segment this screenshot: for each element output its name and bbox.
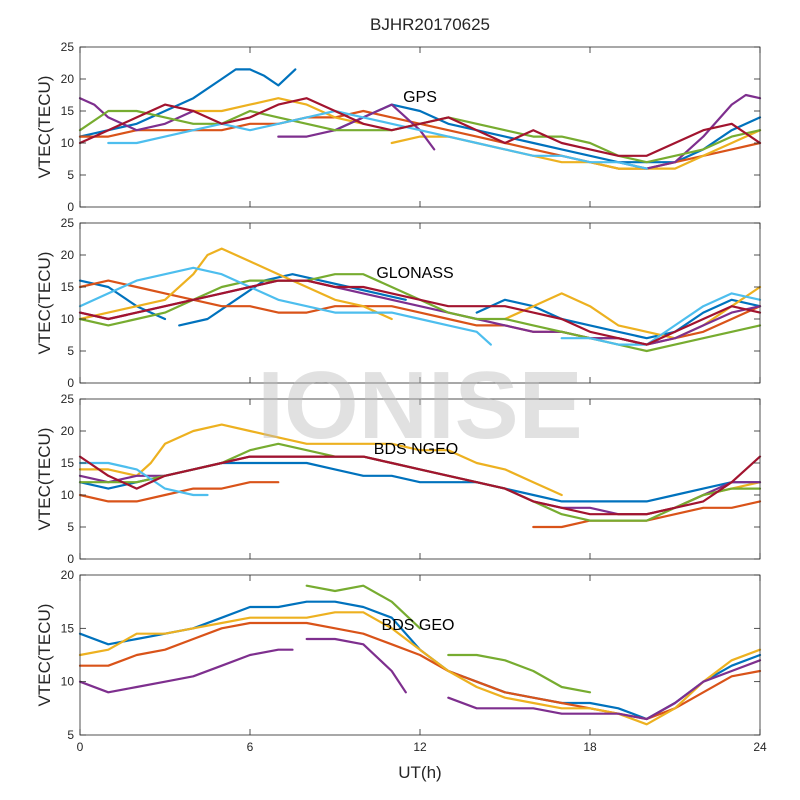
panel-1: 0 5 10 15 20 25 VTEC(TECU) GPS	[35, 40, 762, 214]
y-axis-label: VTEC(TECU)	[35, 252, 54, 355]
y-tick-label: 20	[61, 424, 75, 438]
panel-annotation: BDS GEO	[382, 617, 455, 634]
y-tick-label: 10	[61, 488, 75, 502]
series-line-10	[107, 109, 648, 170]
series-line-10	[560, 292, 762, 346]
plot-area	[80, 47, 760, 207]
y-tick-label: 15	[61, 621, 75, 635]
y-tick-label: 0	[67, 200, 74, 214]
series-line-4	[192, 97, 365, 125]
y-tick-label: 25	[61, 40, 75, 54]
series-line-9	[78, 455, 762, 516]
y-tick-label: 15	[61, 456, 75, 470]
series-line-9	[78, 266, 492, 346]
y-tick-label: 25	[61, 216, 75, 230]
panel-3: 0 5 10 15 20 25 VTEC(TECU) BDS NGEO	[35, 392, 762, 566]
y-tick-label: 25	[61, 392, 75, 406]
panel-2: 0 5 10 15 20 25 VTEC(TECU) GLONASS	[35, 216, 762, 390]
y-tick-label: 5	[67, 728, 74, 742]
series-line-11	[78, 279, 762, 346]
panel-annotation: BDS NGEO	[374, 441, 458, 458]
y-tick-label: 10	[61, 675, 75, 689]
series-line-4	[78, 648, 294, 694]
x-tick-label: 24	[753, 740, 767, 754]
y-tick-label: 0	[67, 552, 74, 566]
x-tick-label: 12	[413, 740, 427, 754]
series-line-3	[78, 611, 762, 726]
panel-annotation: GLONASS	[376, 265, 453, 282]
y-tick-label: 20	[61, 568, 75, 582]
plot-area	[80, 399, 760, 559]
watermark: IONISE	[257, 352, 582, 459]
y-tick-label: 15	[61, 104, 75, 118]
series-line-2	[178, 273, 407, 327]
series-line-6	[503, 285, 762, 340]
x-axis-label: UT(h)	[398, 763, 441, 782]
y-tick-label: 20	[61, 72, 75, 86]
y-axis-label: VTEC(TECU)	[35, 76, 54, 179]
figure-title: BJHR20170625	[370, 15, 490, 34]
series-line-2	[333, 103, 762, 164]
series-line-6	[447, 659, 762, 721]
series-line-8	[78, 461, 209, 497]
y-tick-label: 15	[61, 280, 75, 294]
y-axis-label: VTEC(TECU)	[35, 428, 54, 531]
series-line-5	[78, 247, 393, 321]
series-line-4	[78, 423, 563, 497]
x-tick-label: 18	[583, 740, 597, 754]
panel-annotation: GPS	[403, 89, 437, 106]
series-line-11	[78, 97, 762, 157]
y-tick-label: 5	[67, 520, 74, 534]
plot-area	[80, 223, 760, 383]
y-tick-label: 5	[67, 344, 74, 358]
y-tick-label: 0	[67, 376, 74, 390]
y-axis-label: VTEC(TECU)	[35, 604, 54, 707]
y-tick-label: 10	[61, 312, 75, 326]
series-line-3	[475, 298, 762, 340]
x-tick-label: 0	[77, 740, 84, 754]
series-line-7	[305, 584, 422, 630]
y-tick-label: 20	[61, 248, 75, 262]
panel-4: 5 10 15 20 0 6 12 18 24 VTEC(TECU) BDS GEO	[35, 568, 767, 754]
series-line-8	[447, 653, 592, 694]
y-tick-label: 5	[67, 168, 74, 182]
y-tick-label: 10	[61, 136, 75, 150]
x-tick-label: 6	[247, 740, 254, 754]
series-line-5	[305, 637, 407, 694]
